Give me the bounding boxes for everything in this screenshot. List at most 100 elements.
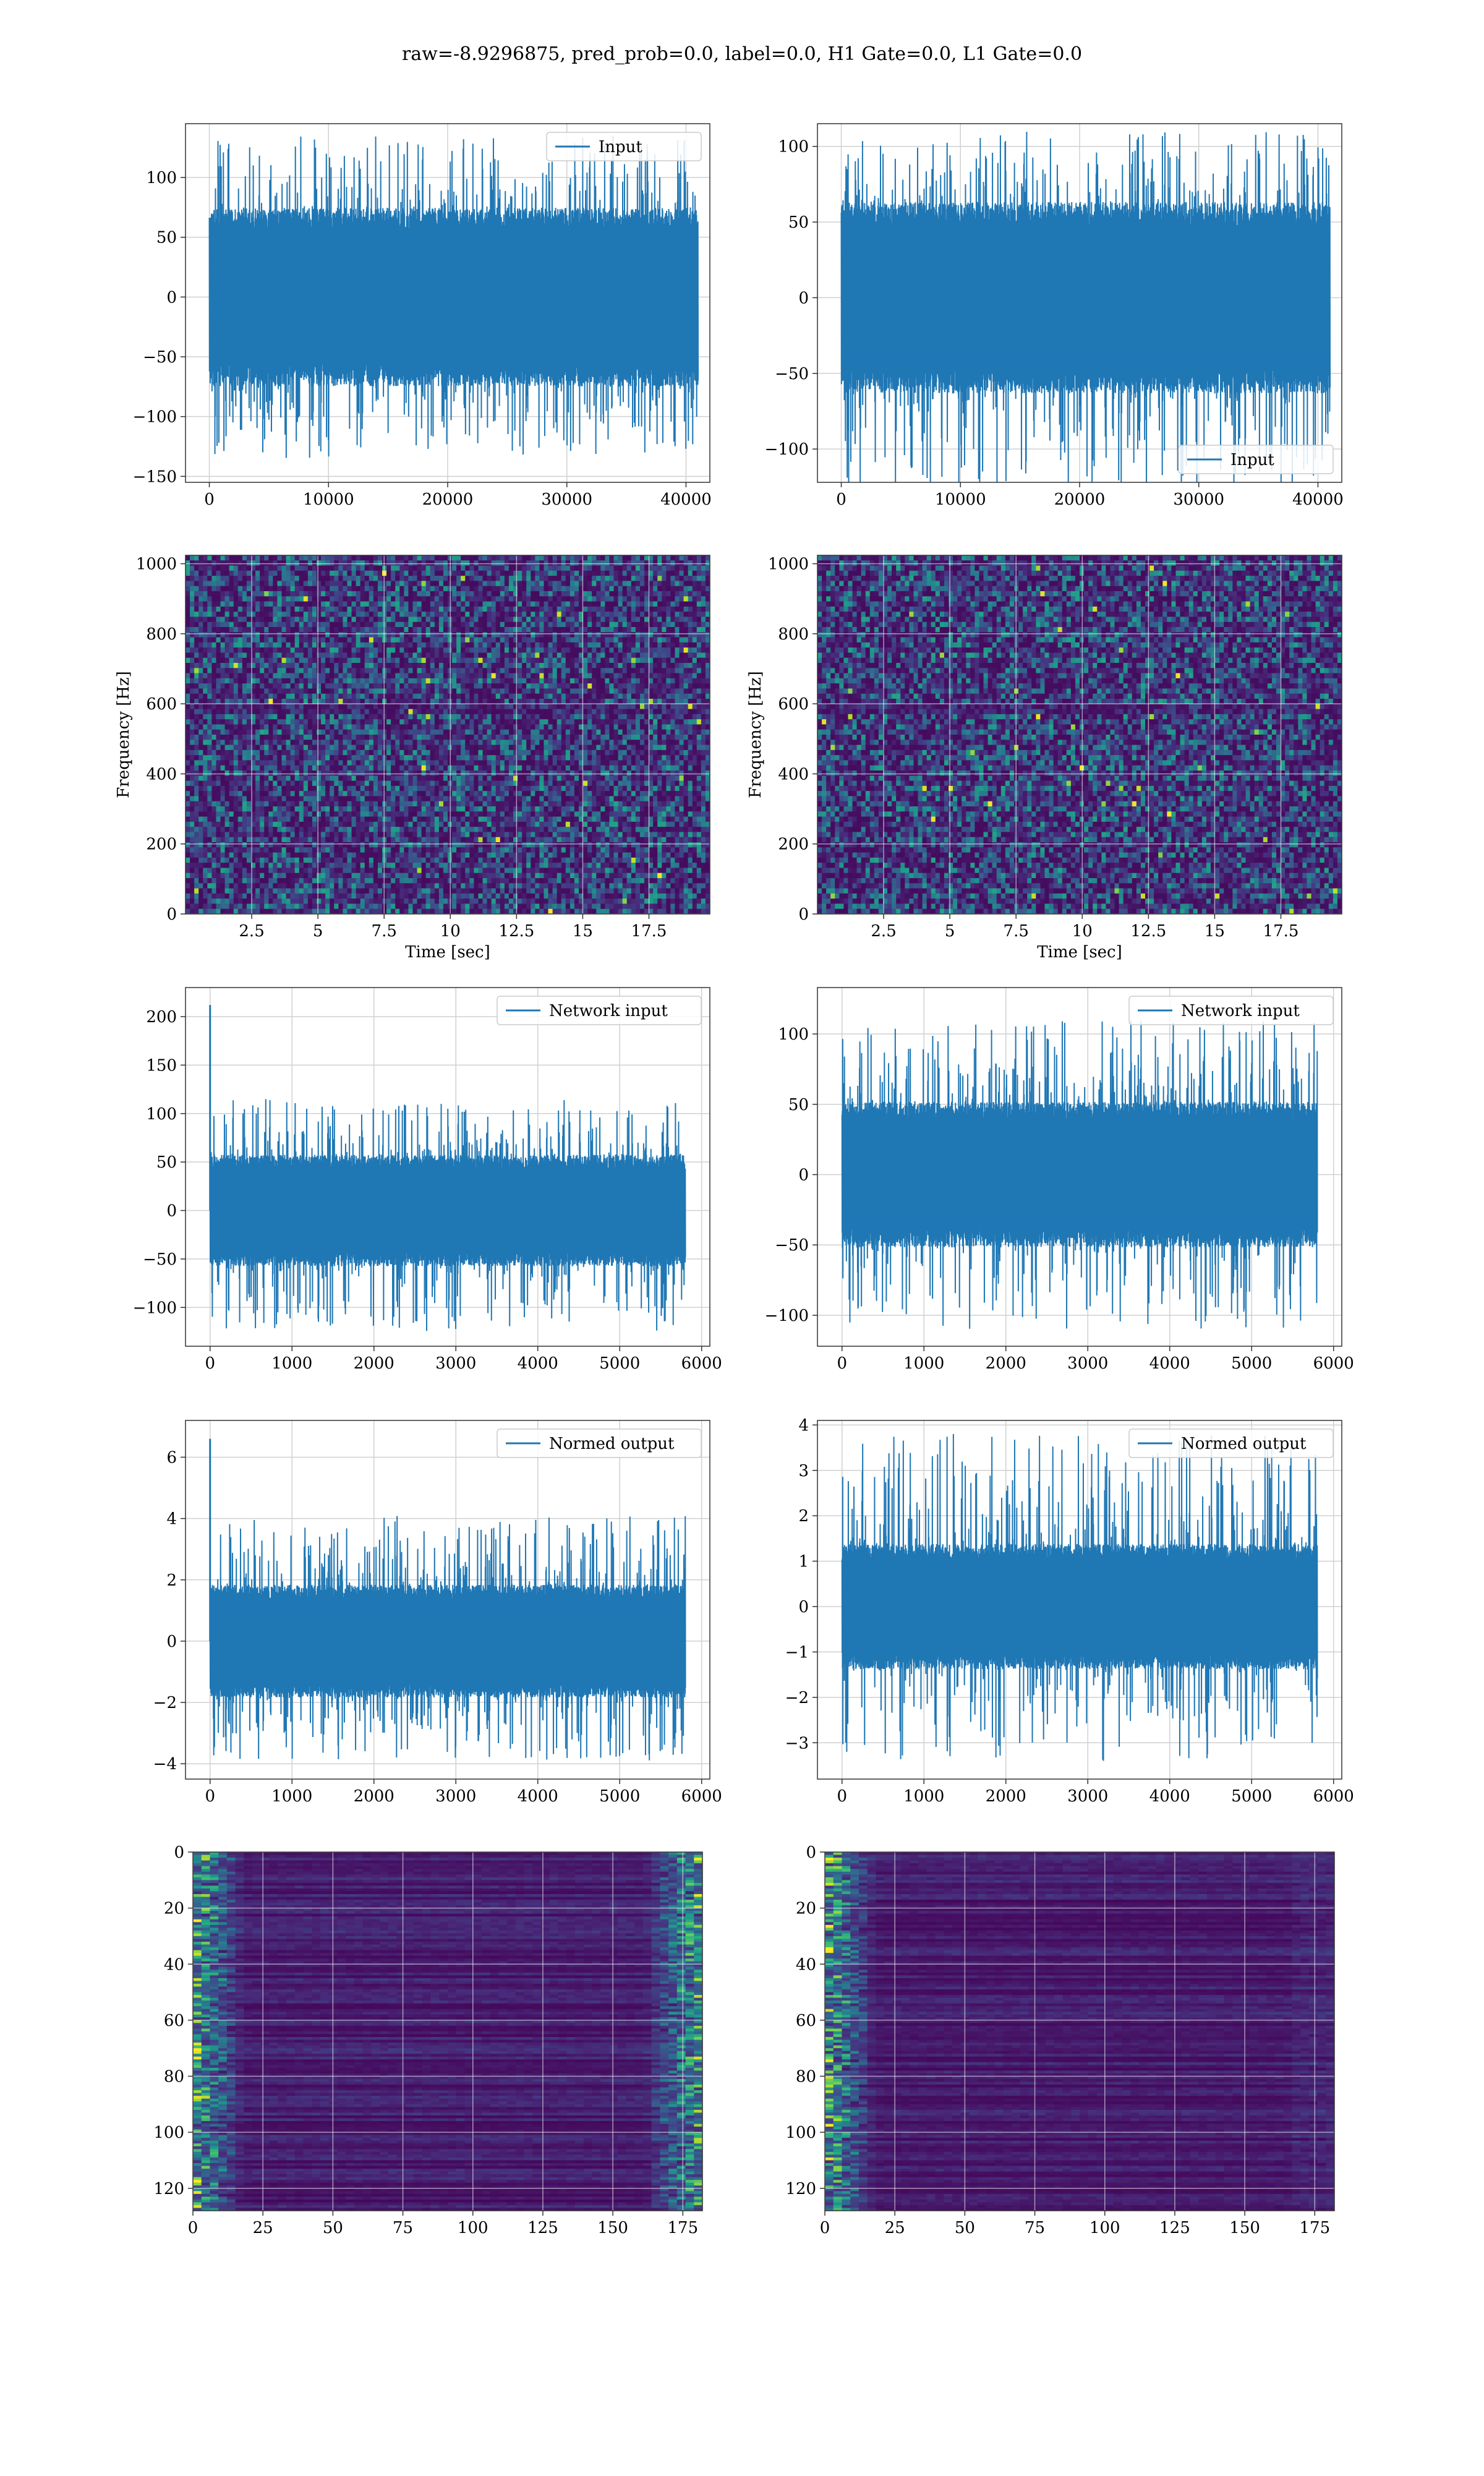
l1-network-input-plot-area <box>817 988 1342 1346</box>
h1-input-legend: Input <box>547 132 701 161</box>
l1-network-input-ytick-label: 100 <box>778 1025 809 1044</box>
l1-network-input-series-band <box>842 1127 1318 1223</box>
h1-spectrogram-xtick-label: 10 <box>440 922 461 941</box>
h1-network-input-ytick-label: −50 <box>143 1250 177 1269</box>
l1-spectrogram-ytick-label: 0 <box>798 905 809 924</box>
l1-input-ytick-label: 100 <box>778 138 809 156</box>
l1-feature-map-xtick-label: 75 <box>1025 2219 1045 2237</box>
l1-feature-map-xtick-label: 125 <box>1159 2219 1190 2237</box>
h1-normed-output-xtick-label: 3000 <box>435 1787 476 1806</box>
l1-input-xtick-label: 10000 <box>935 490 986 509</box>
h1-network-input-xtick-label: 2000 <box>354 1354 394 1373</box>
l1-spectrogram-plot-area <box>817 555 1342 915</box>
l1-spectrogram-ytick-label: 200 <box>778 835 809 854</box>
l1-feature-map-ytick-label: 20 <box>796 1900 816 1918</box>
l1-network-input-xtick-label: 6000 <box>1313 1354 1354 1373</box>
l1-network-input-legend: Network input <box>1129 996 1333 1025</box>
h1-normed-output-legend: Normed output <box>497 1429 701 1458</box>
l1-spectrogram-ylabel: Frequency [Hz] <box>746 671 765 798</box>
l1-normed-output-xtick-label: 4000 <box>1149 1787 1190 1806</box>
l1-normed-output-xtick-label: 3000 <box>1067 1787 1108 1806</box>
h1-normed-output-ytick-label: −4 <box>153 1755 177 1774</box>
l1-feature-map-ytick-label: 0 <box>806 1843 816 1862</box>
h1-network-input-xtick-label: 3000 <box>435 1354 476 1373</box>
h1-spectrogram-xtick-label: 12.5 <box>498 922 534 941</box>
l1-feature-map-ytick-label: 100 <box>785 2124 816 2142</box>
h1-feature-map-ytick-label: 120 <box>153 2180 184 2198</box>
h1-spectrogram-xlabel: Time [sec] <box>405 943 490 962</box>
h1-network-input-legend: Network input <box>497 996 701 1025</box>
h1-normed-output-ytick-label: 0 <box>166 1633 177 1651</box>
h1-network-input-legend-label: Network input <box>549 1002 668 1020</box>
l1-input-ytick-label: 0 <box>798 289 809 307</box>
h1-input-xtick-label: 30000 <box>541 490 592 509</box>
l1-normed-output-xtick-label: 5000 <box>1231 1787 1272 1806</box>
h1-network-input-ytick-label: 50 <box>156 1153 177 1172</box>
h1-network-input-xtick-label: 0 <box>205 1354 215 1373</box>
h1-input-xtick-label: 10000 <box>303 490 354 509</box>
h1-input-ytick-label: −150 <box>133 467 177 486</box>
l1-feature-map-xtick-label: 0 <box>820 2219 830 2237</box>
l1-input-xtick-label: 0 <box>836 490 846 509</box>
l1-network-input-xtick-label: 3000 <box>1067 1354 1108 1373</box>
h1-feature-map-ytick-label: 20 <box>164 1900 184 1918</box>
h1-spectrogram-ytick-label: 1000 <box>136 555 177 574</box>
h1-feature-map-xtick-label: 75 <box>393 2219 413 2237</box>
l1-spectrogram-xtick-label: 10 <box>1072 922 1093 941</box>
h1-network-input-ytick-label: −100 <box>133 1299 177 1317</box>
h1-normed-output-xtick-label: 0 <box>205 1787 215 1806</box>
l1-feature-map-xtick-label: 175 <box>1299 2219 1330 2237</box>
h1-spectrogram-ylabel: Frequency [Hz] <box>114 671 133 798</box>
l1-normed-output-ytick-label: −1 <box>785 1643 809 1662</box>
l1-normed-output-legend-label: Normed output <box>1181 1435 1307 1453</box>
h1-input-ytick-label: 50 <box>156 229 177 247</box>
h1-network-input-xtick-label: 1000 <box>271 1354 312 1373</box>
h1-input-legend-label: Input <box>599 138 642 156</box>
h1-network-input-xtick-label: 4000 <box>518 1354 558 1373</box>
l1-spectrogram-ytick-label: 800 <box>778 625 809 644</box>
l1-normed-output-xtick-label: 2000 <box>986 1787 1026 1806</box>
l1-input-legend: Input <box>1179 445 1333 474</box>
l1-normed-output-ytick-label: 2 <box>798 1507 809 1526</box>
h1-normed-output-plot-area <box>186 1420 710 1779</box>
h1-normed-output-ytick-label: 2 <box>166 1571 177 1590</box>
l1-feature-map-xtick-label: 100 <box>1090 2219 1120 2237</box>
l1-normed-output-plot-area <box>817 1420 1342 1779</box>
h1-normed-output-legend-label: Normed output <box>549 1435 675 1453</box>
l1-network-input-ytick-label: −50 <box>775 1236 809 1255</box>
h1-input-plot-area <box>186 124 710 482</box>
h1-spectrogram-xtick-label: 15 <box>573 922 593 941</box>
l1-normed-output-xtick-label: 0 <box>837 1787 847 1806</box>
h1-feature-map-xtick-label: 0 <box>188 2219 198 2237</box>
h1-spectrogram-ytick-label: 400 <box>146 765 177 783</box>
l1-input-series-band <box>842 235 1330 360</box>
l1-input-ytick-label: −50 <box>775 365 809 383</box>
l1-input-ytick-label: 50 <box>788 213 809 232</box>
h1-normed-output-xtick-label: 6000 <box>681 1787 722 1806</box>
h1-normed-output-xtick-label: 4000 <box>518 1787 558 1806</box>
l1-normed-output-ytick-label: −3 <box>785 1734 809 1752</box>
h1-network-input-xtick-label: 6000 <box>681 1354 722 1373</box>
l1-normed-output-legend: Normed output <box>1129 1429 1333 1458</box>
h1-normed-output-ytick-label: 4 <box>166 1510 177 1529</box>
l1-network-input-ytick-label: −100 <box>765 1307 809 1325</box>
h1-spectrogram-xtick-label: 2.5 <box>239 922 264 941</box>
l1-feature-map-xtick-label: 150 <box>1229 2219 1260 2237</box>
l1-network-input-ytick-label: 50 <box>788 1096 809 1114</box>
h1-feature-map-xtick-label: 150 <box>597 2219 628 2237</box>
h1-spectrogram-ytick-label: 800 <box>146 625 177 644</box>
l1-spectrogram-xtick-label: 5 <box>945 922 955 941</box>
h1-spectrogram-xtick-label: 5 <box>313 922 323 941</box>
l1-normed-output-ytick-label: 1 <box>798 1553 809 1571</box>
l1-network-input-ytick-label: 0 <box>798 1166 809 1185</box>
l1-spectrogram-ytick-label: 600 <box>778 695 809 714</box>
h1-normed-output-ytick-label: −2 <box>153 1694 177 1712</box>
h1-network-input-xtick-label: 5000 <box>599 1354 640 1373</box>
l1-feature-map-ytick-label: 80 <box>796 2068 816 2086</box>
